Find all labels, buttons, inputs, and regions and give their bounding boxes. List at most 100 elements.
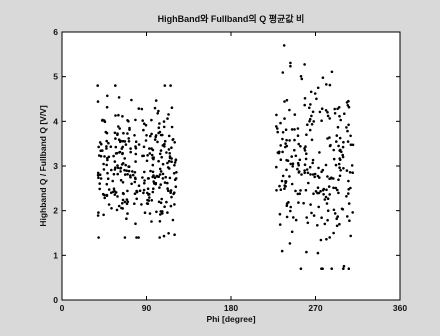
data-point [125, 198, 129, 201]
data-point [158, 122, 161, 125]
data-point [111, 179, 114, 183]
data-point [154, 182, 157, 186]
data-point [290, 155, 294, 158]
data-point [346, 104, 350, 107]
data-point [99, 149, 102, 152]
data-point [141, 176, 144, 179]
data-point [337, 191, 340, 195]
data-point [326, 218, 329, 222]
data-point [142, 122, 146, 125]
data-point [322, 193, 325, 196]
data-point [343, 112, 346, 115]
data-point [312, 214, 316, 217]
data-point [170, 160, 173, 163]
data-point [172, 192, 175, 196]
data-point [305, 216, 309, 219]
data-point [114, 145, 118, 149]
data-point [123, 173, 127, 176]
data-point [326, 114, 330, 118]
data-point [157, 200, 161, 204]
data-point [121, 198, 125, 202]
data-point [166, 161, 169, 165]
data-point [105, 182, 109, 186]
data-point [337, 144, 340, 148]
data-point [289, 64, 292, 68]
data-point [127, 169, 131, 173]
data-point [311, 173, 315, 176]
data-point [145, 159, 149, 163]
data-point [171, 138, 175, 141]
data-point [121, 202, 124, 205]
data-point [96, 84, 99, 87]
data-point [346, 215, 349, 218]
data-point [323, 198, 327, 201]
data-point [129, 147, 132, 150]
data-point [161, 162, 165, 166]
data-point [112, 172, 116, 176]
data-point [148, 152, 152, 155]
data-point [279, 158, 283, 161]
data-point [328, 144, 332, 148]
data-point [112, 187, 116, 190]
data-point [141, 119, 144, 122]
data-point [276, 130, 280, 134]
data-point [332, 148, 336, 152]
data-point [284, 128, 288, 131]
data-point [350, 164, 354, 167]
data-point [281, 131, 285, 134]
data-point [312, 192, 315, 195]
data-point [289, 162, 293, 166]
data-point [106, 177, 110, 180]
data-point [172, 172, 176, 175]
data-point [347, 267, 351, 271]
data-point [124, 163, 127, 167]
data-point [150, 118, 153, 122]
data-point [299, 189, 302, 192]
data-point [349, 186, 352, 190]
data-point [157, 131, 160, 135]
data-point [316, 191, 319, 195]
data-point [99, 177, 103, 180]
data-point [161, 172, 165, 176]
data-point [330, 176, 333, 179]
data-point [278, 184, 281, 188]
data-point [316, 224, 319, 227]
data-point [293, 138, 296, 142]
data-point [310, 211, 313, 215]
data-point [133, 202, 136, 205]
data-point [158, 220, 162, 223]
data-point [309, 103, 312, 106]
data-point [173, 163, 176, 167]
data-point [288, 108, 291, 112]
data-point [133, 171, 137, 174]
data-point [299, 145, 302, 148]
data-point [336, 107, 339, 111]
data-point [158, 152, 162, 156]
data-point [105, 163, 108, 167]
data-point [283, 100, 286, 103]
data-point [146, 177, 150, 180]
data-point [296, 127, 300, 130]
data-point [142, 188, 146, 192]
data-point [127, 137, 130, 140]
data-point [116, 195, 119, 198]
data-point [284, 181, 287, 185]
data-point [338, 114, 341, 118]
data-point [285, 215, 289, 219]
axis-ticks: 0 90 180 270 360 0 1 2 3 4 5 6 [53, 27, 407, 313]
data-point [103, 155, 106, 158]
data-point [159, 149, 163, 152]
data-point [107, 155, 111, 159]
data-point [117, 204, 121, 208]
data-point [103, 119, 106, 122]
data-point [156, 112, 159, 115]
x-tick-label: 360 [393, 303, 407, 313]
data-point [326, 197, 330, 200]
data-point [117, 96, 121, 99]
data-point [338, 149, 342, 152]
data-point [305, 250, 308, 254]
data-point [159, 201, 163, 205]
data-point [337, 162, 341, 166]
data-point [102, 213, 105, 217]
data-point [317, 166, 320, 170]
